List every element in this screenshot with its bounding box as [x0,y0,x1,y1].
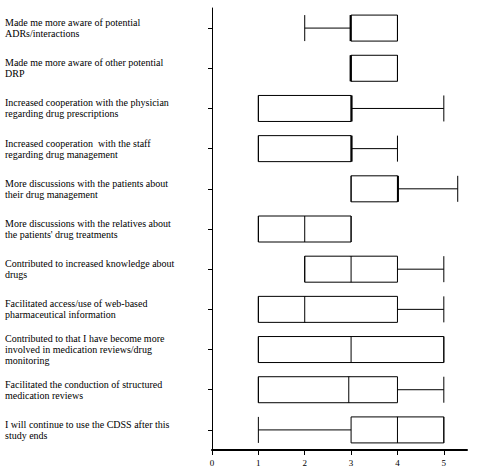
svg-text:the patients' drug treatments: the patients' drug treatments [5,229,118,240]
svg-text:involved in medication reviews: involved in medication reviews/drug [5,344,152,355]
svg-text:study ends: study ends [5,430,48,441]
svg-text:pharmaceutical information: pharmaceutical information [5,309,116,320]
svg-text:Facilitated access/use of web-: Facilitated access/use of web-based [5,298,147,309]
svg-text:More discussions with the pati: More discussions with the patients about [5,178,168,189]
svg-text:0: 0 [210,458,215,468]
svg-text:More discussions with the rela: More discussions with the relatives abou… [5,218,171,229]
svg-text:medication reviews: medication reviews [5,390,83,401]
svg-text:Increased cooperation with the: Increased cooperation with the physician [5,97,169,108]
svg-text:drugs: drugs [5,269,27,280]
svg-text:ADRs/interactions: ADRs/interactions [5,28,80,39]
svg-text:regarding drug prescriptions: regarding drug prescriptions [5,108,118,119]
svg-text:regarding drug management: regarding drug management [5,149,118,160]
svg-text:Made me more aware of potentia: Made me more aware of potential [5,17,140,28]
svg-text:I will continue to use the CDS: I will continue to use the CDSS after th… [5,419,170,430]
svg-text:Increased cooperation with th: Increased cooperation with the staff [5,138,151,149]
svg-text:3: 3 [349,458,354,468]
svg-text:1: 1 [256,458,261,468]
svg-text:Contributed to that I have bec: Contributed to that I have become more [5,333,165,344]
svg-text:4: 4 [395,458,400,468]
svg-text:their drug management: their drug management [5,189,98,200]
svg-text:2: 2 [302,458,307,468]
svg-text:Made me more aware of other po: Made me more aware of other potential [5,57,163,68]
svg-text:Contributed to increased knowl: Contributed to increased knowledge about [5,258,175,269]
svg-text:5: 5 [442,458,447,468]
svg-text:monitoring: monitoring [5,355,49,366]
svg-text:Facilitated the conduction of: Facilitated the conduction of structured [5,379,162,390]
svg-text:DRP: DRP [5,68,25,79]
